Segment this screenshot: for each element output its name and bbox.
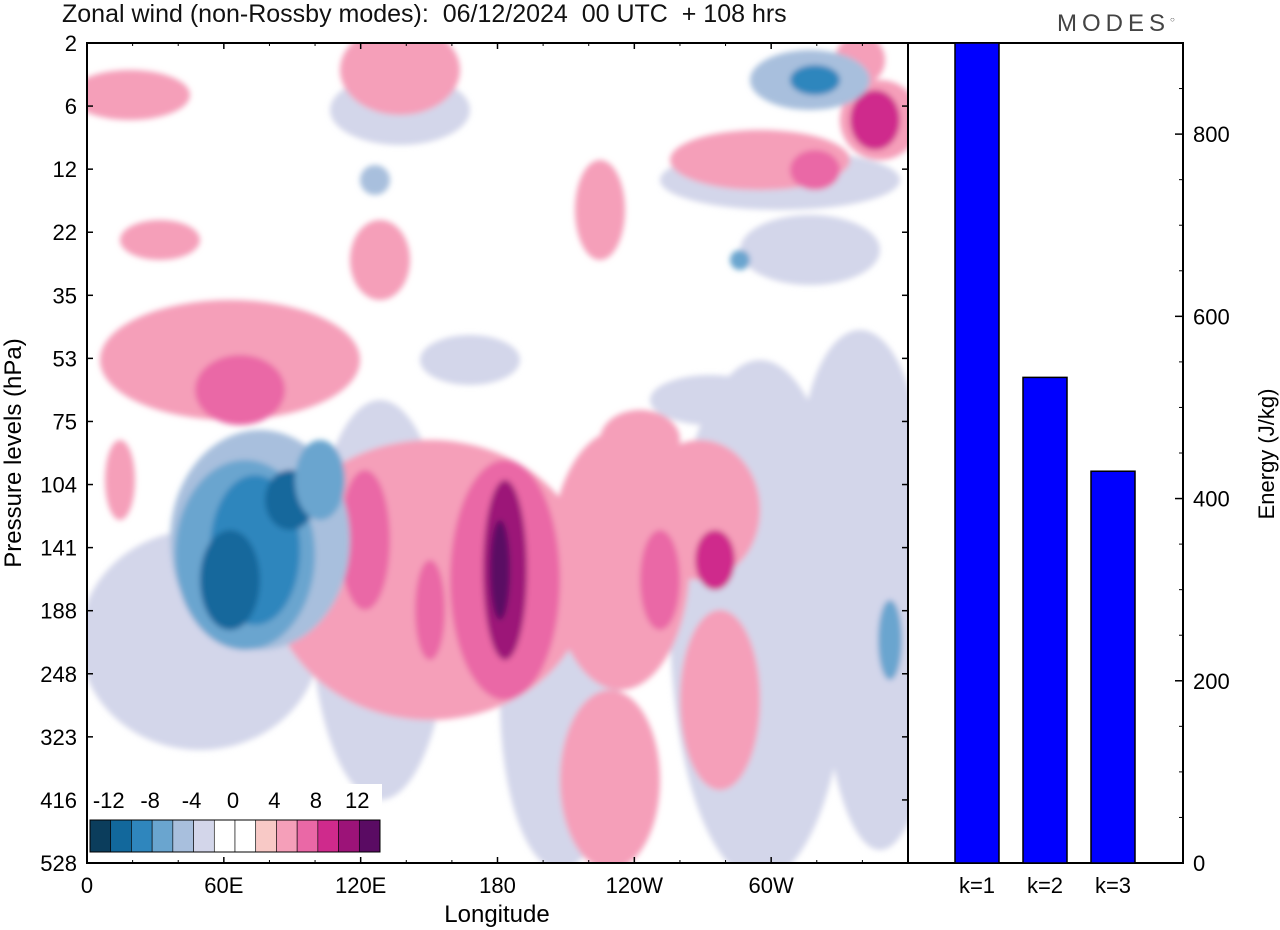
heatmap-blob xyxy=(575,160,625,260)
heatmap-blob xyxy=(600,410,680,470)
heatmap-blob xyxy=(340,470,390,610)
heatmap-blob xyxy=(560,690,660,863)
heatmap-blob xyxy=(105,440,135,520)
y-tick-label: 248 xyxy=(40,662,77,687)
bar-plot: k=1 k=2 k=3 0 200 400 600 800 xyxy=(907,42,1230,898)
bar-category-label: k=1 xyxy=(959,873,995,898)
x-tick-label: 120W xyxy=(606,873,664,898)
colorbar-swatch xyxy=(193,819,215,853)
heatmap-blob xyxy=(878,600,902,680)
y-tick-label: 188 xyxy=(40,599,77,624)
heatmap-blob xyxy=(340,43,460,115)
colorbar-swatch xyxy=(89,819,112,853)
x-tick-label: 0 xyxy=(81,873,93,898)
colorbar-swatch xyxy=(317,819,339,853)
colorbar-swatch xyxy=(296,819,319,853)
colorbar-label: -12 xyxy=(93,788,125,813)
heatmap-blob xyxy=(195,355,285,425)
heatmap-blob xyxy=(420,335,520,385)
heatmap-blob xyxy=(850,90,900,150)
colorbar-label: 8 xyxy=(310,788,322,813)
colorbar-swatch xyxy=(151,819,174,853)
heatmap-blob xyxy=(800,330,908,610)
y-tick-label: 416 xyxy=(40,788,77,813)
energy-tick-label: 800 xyxy=(1193,122,1230,147)
heatmap-blob xyxy=(120,220,200,260)
heatmap-blob xyxy=(350,220,410,300)
heatmap-blob xyxy=(490,520,510,620)
y-axis-label: Pressure levels (hPa) xyxy=(0,338,27,567)
y-tick-label: 75 xyxy=(53,409,77,434)
heatmap-blob xyxy=(415,560,445,660)
logo-text: MODES xyxy=(1057,10,1171,37)
colorbar-swatch xyxy=(276,819,298,853)
energy-tick-label: 600 xyxy=(1193,304,1230,329)
x-tick-label: 120E xyxy=(335,873,386,898)
heatmap-blob xyxy=(790,65,840,95)
x-axis-label: Longitude xyxy=(444,901,549,928)
colorbar-frame xyxy=(89,819,381,853)
energy-bar xyxy=(1022,376,1068,864)
heatmap-plot xyxy=(87,43,908,863)
colorbar-swatch xyxy=(213,819,236,853)
heatmap-blob xyxy=(740,215,880,285)
y-tick-label: 6 xyxy=(65,94,77,119)
energy-tick-label: 0 xyxy=(1193,851,1205,876)
y-tick-label: 2 xyxy=(65,31,77,56)
colorbar-swatch xyxy=(234,819,257,853)
colorbar-swatch xyxy=(110,819,132,853)
y-tick-label: 12 xyxy=(53,157,77,182)
x-tick-label: 180 xyxy=(479,873,516,898)
energy-bar xyxy=(954,42,1000,864)
colorbar-swatch xyxy=(172,819,194,853)
y-tick-label: 104 xyxy=(40,473,77,498)
bar-category-label: k=2 xyxy=(1027,873,1063,898)
heatmap-blob xyxy=(640,530,680,630)
energy-tick-label: 400 xyxy=(1193,487,1230,512)
heatmap-blob xyxy=(695,530,735,590)
colorbar-label: 4 xyxy=(268,788,280,813)
colorbar-label: 0 xyxy=(227,788,239,813)
colorbar-label: 12 xyxy=(345,788,369,813)
heatmap-blob xyxy=(730,250,750,270)
heatmap-blob xyxy=(790,150,840,190)
energy-bar xyxy=(1090,470,1136,864)
modes-logo: MODES○ xyxy=(1057,10,1175,37)
heatmap-blob xyxy=(680,610,760,790)
heatmap-field xyxy=(87,43,908,863)
y-tick-label: 53 xyxy=(53,346,77,371)
y-tick-label: 22 xyxy=(53,220,77,245)
y-tick-label: 35 xyxy=(53,283,77,308)
bar-category-label: k=3 xyxy=(1095,873,1131,898)
y-tick-label: 141 xyxy=(40,536,77,561)
x-tick-label: 60W xyxy=(749,873,794,898)
colorbar-label: -4 xyxy=(182,788,202,813)
heatmap-blob xyxy=(87,70,190,120)
colorbar-swatch xyxy=(338,819,360,853)
colorbar-label: -8 xyxy=(140,788,160,813)
y-tick-label: 323 xyxy=(40,725,77,750)
y-tick-label: 528 xyxy=(40,851,77,876)
colorbar-swatch xyxy=(255,819,277,853)
heatmap-blob xyxy=(200,530,260,630)
energy-tick-label: 200 xyxy=(1193,669,1230,694)
colorbar-swatch xyxy=(358,819,381,853)
colorbar-legend: -12 -8 -4 0 4 8 12 xyxy=(88,784,382,856)
x-tick-label: 60E xyxy=(204,873,243,898)
heatmap-blob xyxy=(360,165,390,195)
colorbar-swatch xyxy=(131,819,153,853)
heatmap-blob xyxy=(295,440,345,520)
chart-title: Zonal wind (non-Rossby modes): 06/12/202… xyxy=(62,0,787,28)
energy-axis-label: Energy (J/kg) xyxy=(1254,389,1279,520)
heatmap-blob xyxy=(650,375,770,425)
